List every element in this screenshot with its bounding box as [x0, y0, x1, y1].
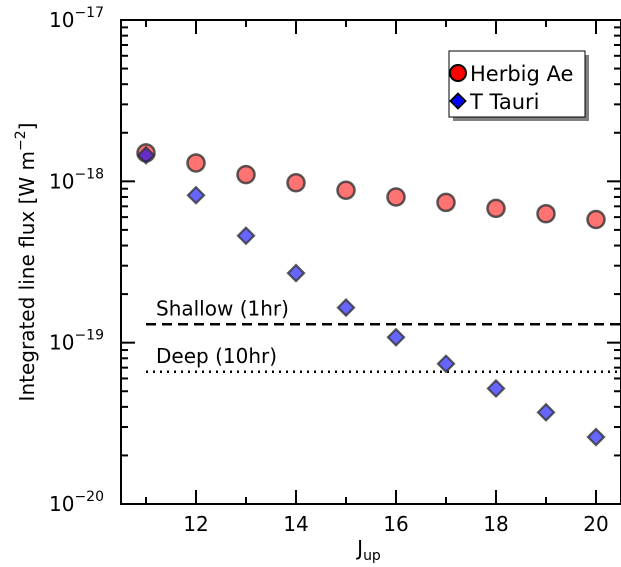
x-axis-label-subscript: up [363, 548, 381, 564]
x-tick-label: 12 [183, 512, 208, 536]
plot-frame [120, 19, 621, 505]
legend-box [448, 50, 586, 118]
legend-label: Herbig Ae [470, 62, 573, 86]
herbig-point [336, 180, 356, 201]
x-tick-label: 14 [283, 512, 308, 536]
ttauri-point [236, 226, 256, 246]
legend-marker-diamond [449, 92, 467, 110]
ttauri-point [586, 427, 606, 447]
y-tick-label: 10−17 [49, 5, 104, 32]
herbig-point [186, 153, 206, 173]
minor-ticks [121, 20, 621, 504]
y-axis-label-superscript: −2 [13, 130, 29, 151]
ttauri-point [186, 185, 206, 205]
legend-label: T Tauri [469, 90, 540, 114]
legend-marker-circle [449, 64, 467, 82]
herbig-point [286, 172, 306, 193]
ttauri-point [436, 354, 456, 374]
x-tick-label: 18 [483, 512, 508, 536]
y-axis-label: Integrated line flux [W m−2] [13, 123, 39, 402]
ttauri-point [486, 378, 506, 399]
ttauri-point [536, 402, 556, 422]
x-tick-label: 20 [583, 512, 608, 536]
y-axis-label-close: ] [15, 123, 39, 131]
herbig-point [386, 187, 406, 207]
tick-labels: 12 14 16 18 20 10−20 10−19 10−18 10−17 [49, 5, 609, 536]
herbig-point [436, 192, 456, 213]
x-tick-label: 16 [383, 512, 408, 536]
annotations: Shallow (1hr) Deep (10hr) [156, 296, 289, 367]
herbig-point [586, 209, 606, 230]
annotation-dashed: Shallow (1hr) [156, 296, 289, 320]
ttauri-point [136, 145, 156, 165]
ttauri-point [386, 327, 406, 347]
y-tick-label: 10−18 [49, 166, 104, 193]
x-axis-label: Jup [355, 536, 381, 564]
legend: Herbig Ae T Tauri [448, 50, 589, 121]
herbig-point [536, 203, 556, 224]
ttauri-point [286, 263, 306, 283]
herbig-point [236, 164, 256, 185]
data-points [136, 143, 606, 447]
herbig-point [486, 198, 506, 219]
y-tick-label: 10−20 [49, 489, 104, 516]
ttauri-point [336, 298, 356, 318]
annotation-dotted: Deep (10hr) [156, 344, 277, 368]
y-tick-label: 10−19 [49, 328, 104, 355]
